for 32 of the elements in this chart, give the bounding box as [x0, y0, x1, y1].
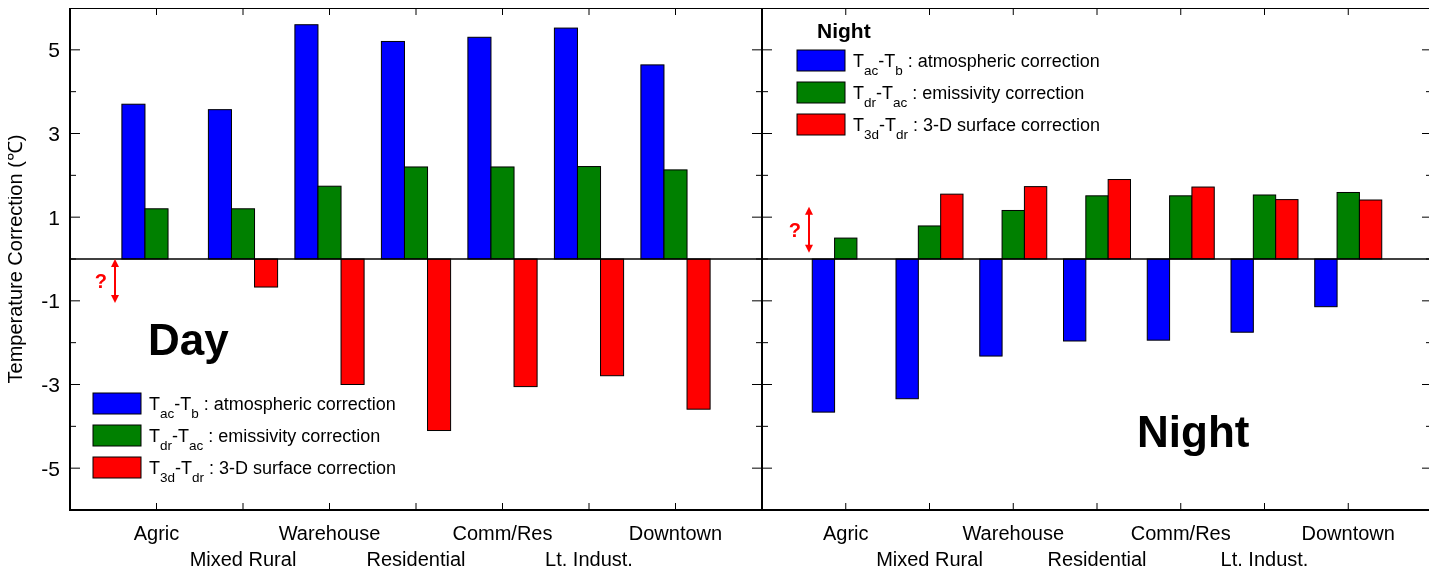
x-tick-label: Comm/Res: [1130, 522, 1231, 544]
legend-label: T$_{3d}$-T$_{dr}$ : 3-D surface correction: [149, 458, 397, 485]
y-axis-title: Temperature Correction (℃): [4, 134, 26, 384]
annotation: ?: [94, 269, 107, 292]
x-tick-label: Downtown: [1301, 522, 1395, 544]
legend-label: T$_{dr}$-T$_{ac}$ : emissivity correction: [149, 426, 381, 453]
legend-label: T$_{3d}$-T$_{dr}$ : 3-D surface correction: [853, 115, 1101, 142]
x-tick-label: Warehouse: [962, 522, 1065, 544]
x-tick-label: Comm/Res: [452, 522, 553, 544]
x-tick-label: Residential: [366, 548, 466, 570]
legend-label: T$_{ac}$-T$_{b}$ : atmospheric correction: [853, 51, 1100, 78]
y-tick-label: 5: [48, 38, 60, 62]
x-tick-label: Lt. Indust.: [1220, 548, 1309, 570]
x-tick-label: Agric: [822, 522, 869, 544]
annotation: Day: [148, 315, 230, 365]
legend-label: T$_{dr}$-T$_{ac}$ : emissivity correction: [853, 83, 1085, 110]
y-tick-label: 3: [48, 121, 60, 145]
x-tick-label: Downtown: [628, 522, 723, 544]
x-tick-label: Lt. Indust.: [545, 548, 633, 570]
x-tick-label: Warehouse: [278, 522, 381, 544]
x-tick-label: Mixed Rural: [189, 548, 297, 570]
y-tick-label: -3: [41, 372, 60, 396]
y-tick-label: -5: [41, 456, 60, 480]
annotation: Night: [1137, 407, 1250, 457]
x-tick-label: Agric: [133, 522, 180, 544]
legend-label: T$_{ac}$-T$_{b}$ : atmospheric correction: [149, 394, 396, 421]
legend-title: Night: [817, 19, 871, 42]
annotation: ?: [788, 218, 801, 241]
y-tick-label: -1: [41, 289, 60, 313]
x-tick-label: Mixed Rural: [876, 548, 983, 570]
y-tick-label: 1: [48, 205, 60, 229]
x-tick-label: Residential: [1047, 548, 1147, 570]
